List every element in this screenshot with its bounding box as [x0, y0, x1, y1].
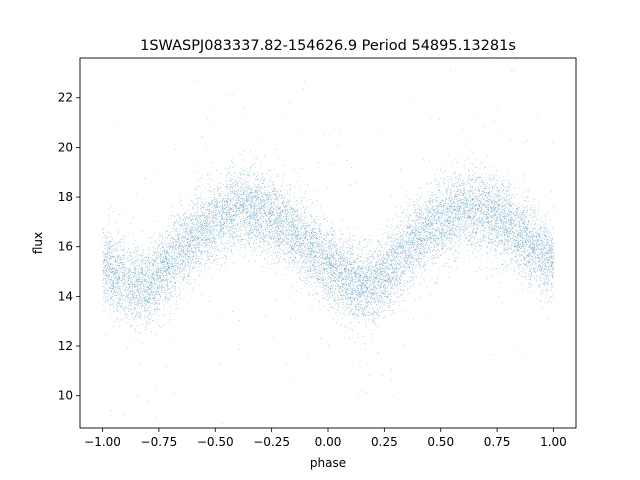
y-axis-ticks: 10 12 14 16 18 20 22 — [58, 91, 80, 403]
y-tick-label: 14 — [58, 289, 73, 303]
x-tick-label: 0.75 — [484, 435, 511, 449]
x-tick-label: −1.00 — [84, 435, 121, 449]
x-tick-label: 0.50 — [427, 435, 454, 449]
y-tick-label: 18 — [58, 190, 73, 204]
y-axis-label: flux — [31, 232, 45, 254]
x-tick-label: 0.00 — [315, 435, 342, 449]
x-tick-label: −0.50 — [197, 435, 234, 449]
chart-title: 1SWASPJ083337.82-154626.9 Period 54895.1… — [140, 38, 516, 54]
x-tick-label: −0.25 — [253, 435, 290, 449]
y-tick-label: 20 — [58, 140, 73, 154]
x-tick-label: 0.25 — [371, 435, 398, 449]
x-axis-ticks: −1.00 −0.75 −0.50 −0.25 0.00 0.25 0.50 0.75 1.00 — [84, 428, 567, 449]
y-tick-label: 12 — [58, 339, 73, 353]
x-tick-label: −0.75 — [141, 435, 178, 449]
y-tick-label: 10 — [58, 389, 73, 403]
y-tick-label: 22 — [58, 91, 73, 105]
y-tick-label: 16 — [58, 240, 73, 254]
x-tick-label: 1.00 — [540, 435, 567, 449]
x-axis-label: phase — [310, 456, 346, 470]
